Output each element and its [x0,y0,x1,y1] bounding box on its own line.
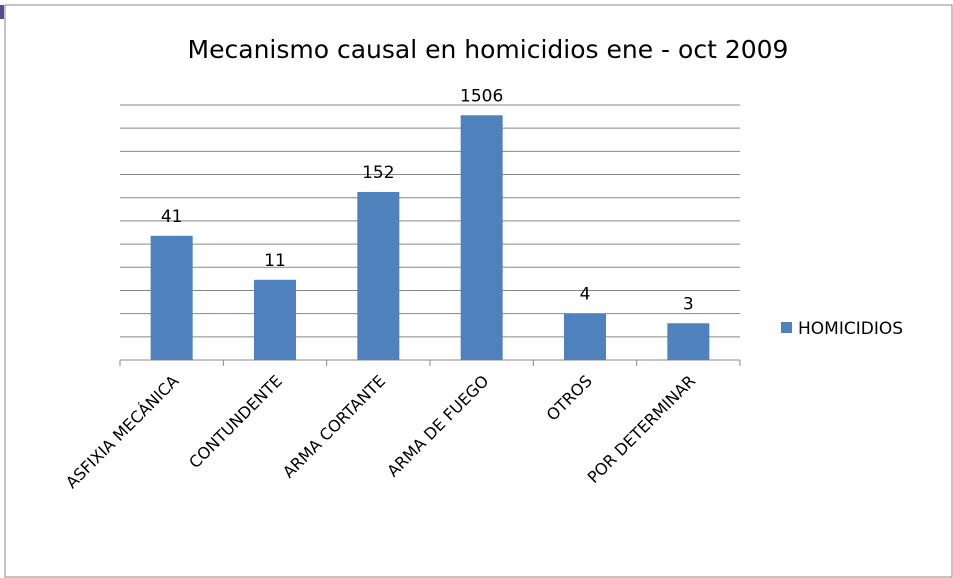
bar [460,115,503,360]
bar [667,323,710,360]
data-label: 4 [580,285,591,305]
legend-label: HOMICIDIOS [798,319,903,339]
bar [357,191,400,360]
chart-title: Mecanismo causal en homicidios ene - oct… [188,35,789,64]
bar [564,313,606,360]
bar [150,235,193,360]
data-label: 3 [683,294,694,314]
bar [254,279,296,360]
data-label: 41 [161,207,183,227]
data-label: 152 [362,163,394,183]
legend-swatch [781,322,792,333]
corner-marker [0,5,4,19]
data-label: 11 [264,251,286,271]
data-label: 1506 [460,86,503,106]
